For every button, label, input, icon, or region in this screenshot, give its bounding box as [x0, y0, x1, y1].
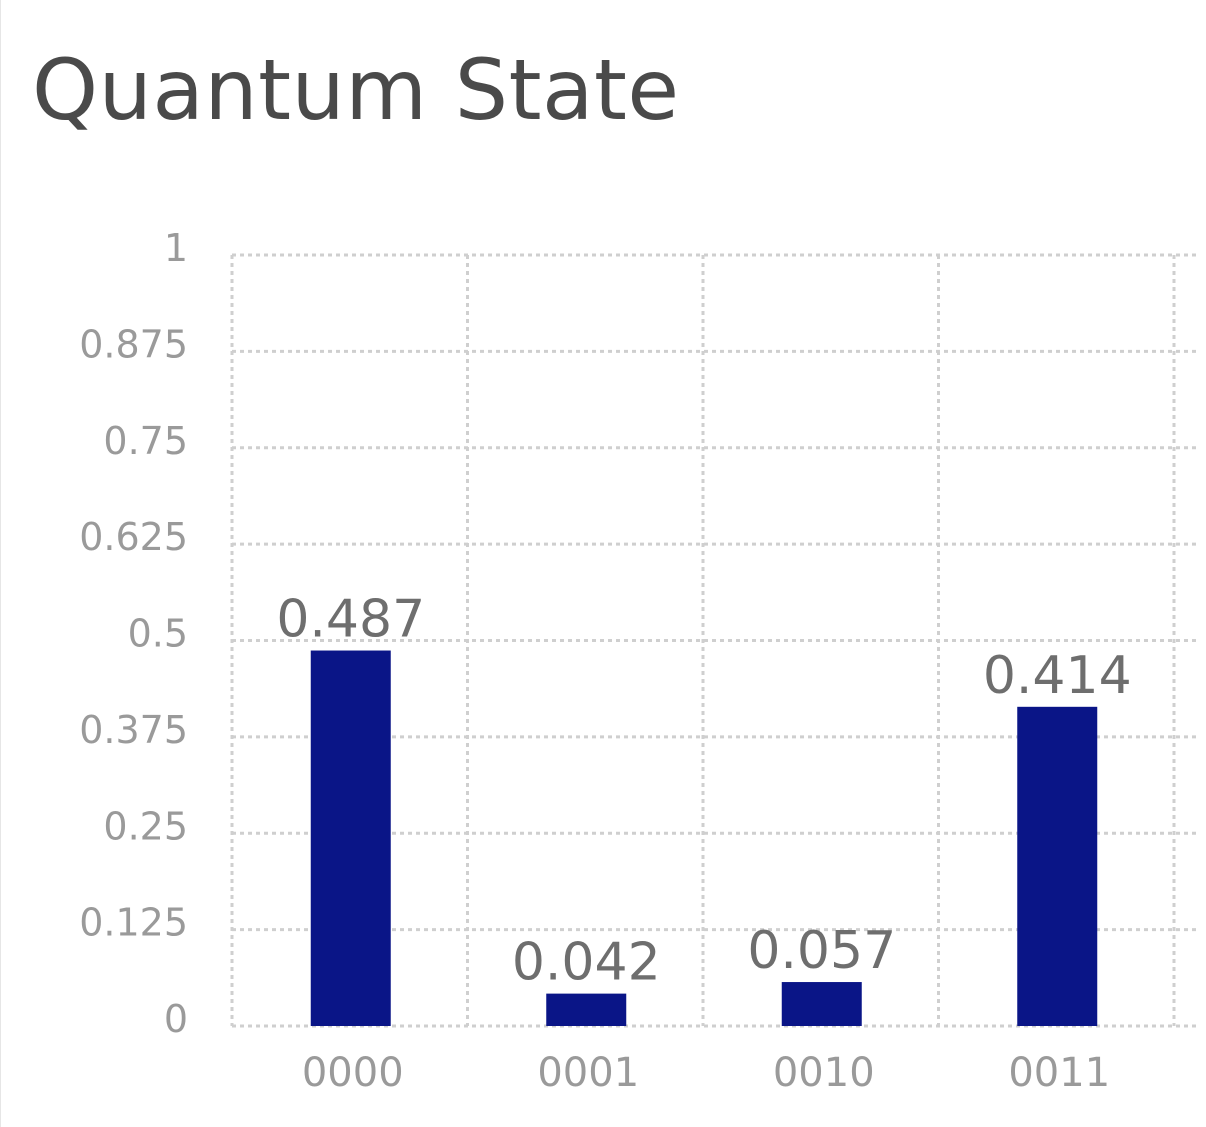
y-tick-label: 0.25: [103, 804, 188, 848]
page-edge: [0, 0, 1, 1127]
data-label-layer: 0.487 0.042 0.057 0.414: [276, 590, 1131, 993]
bar: [310, 650, 391, 1026]
chart-title: Quantum State: [32, 41, 680, 139]
bar-layer: [310, 650, 1098, 1026]
bar: [781, 982, 862, 1026]
x-category-label: 0000: [302, 1050, 404, 1096]
data-label: 0.414: [983, 646, 1132, 706]
x-category-label: 0011: [1008, 1050, 1110, 1096]
y-tick-label: 0.75: [103, 419, 188, 463]
bar: [546, 993, 627, 1026]
bar: [1017, 706, 1098, 1026]
x-category-label: 0010: [773, 1050, 875, 1096]
y-tick-label: 1: [164, 226, 188, 270]
data-label: 0.042: [512, 933, 661, 993]
y-axis-tick-labels: 0 0.125 0.25 0.375 0.5 0.625 0.75 0.875 1: [79, 226, 188, 1041]
data-label: 0.487: [276, 590, 425, 650]
y-tick-label: 0.375: [79, 708, 188, 752]
x-axis-category-labels: 0000 0001 0010 0011: [302, 1050, 1110, 1096]
y-tick-label: 0.125: [79, 901, 188, 945]
grid-layer: [230, 253, 1200, 1028]
data-label: 0.057: [747, 921, 896, 981]
y-tick-label: 0.625: [79, 515, 188, 559]
y-tick-label: 0: [164, 997, 188, 1041]
x-category-label: 0001: [537, 1050, 639, 1096]
y-tick-label: 0.875: [79, 322, 188, 366]
y-tick-label: 0.5: [128, 612, 188, 656]
